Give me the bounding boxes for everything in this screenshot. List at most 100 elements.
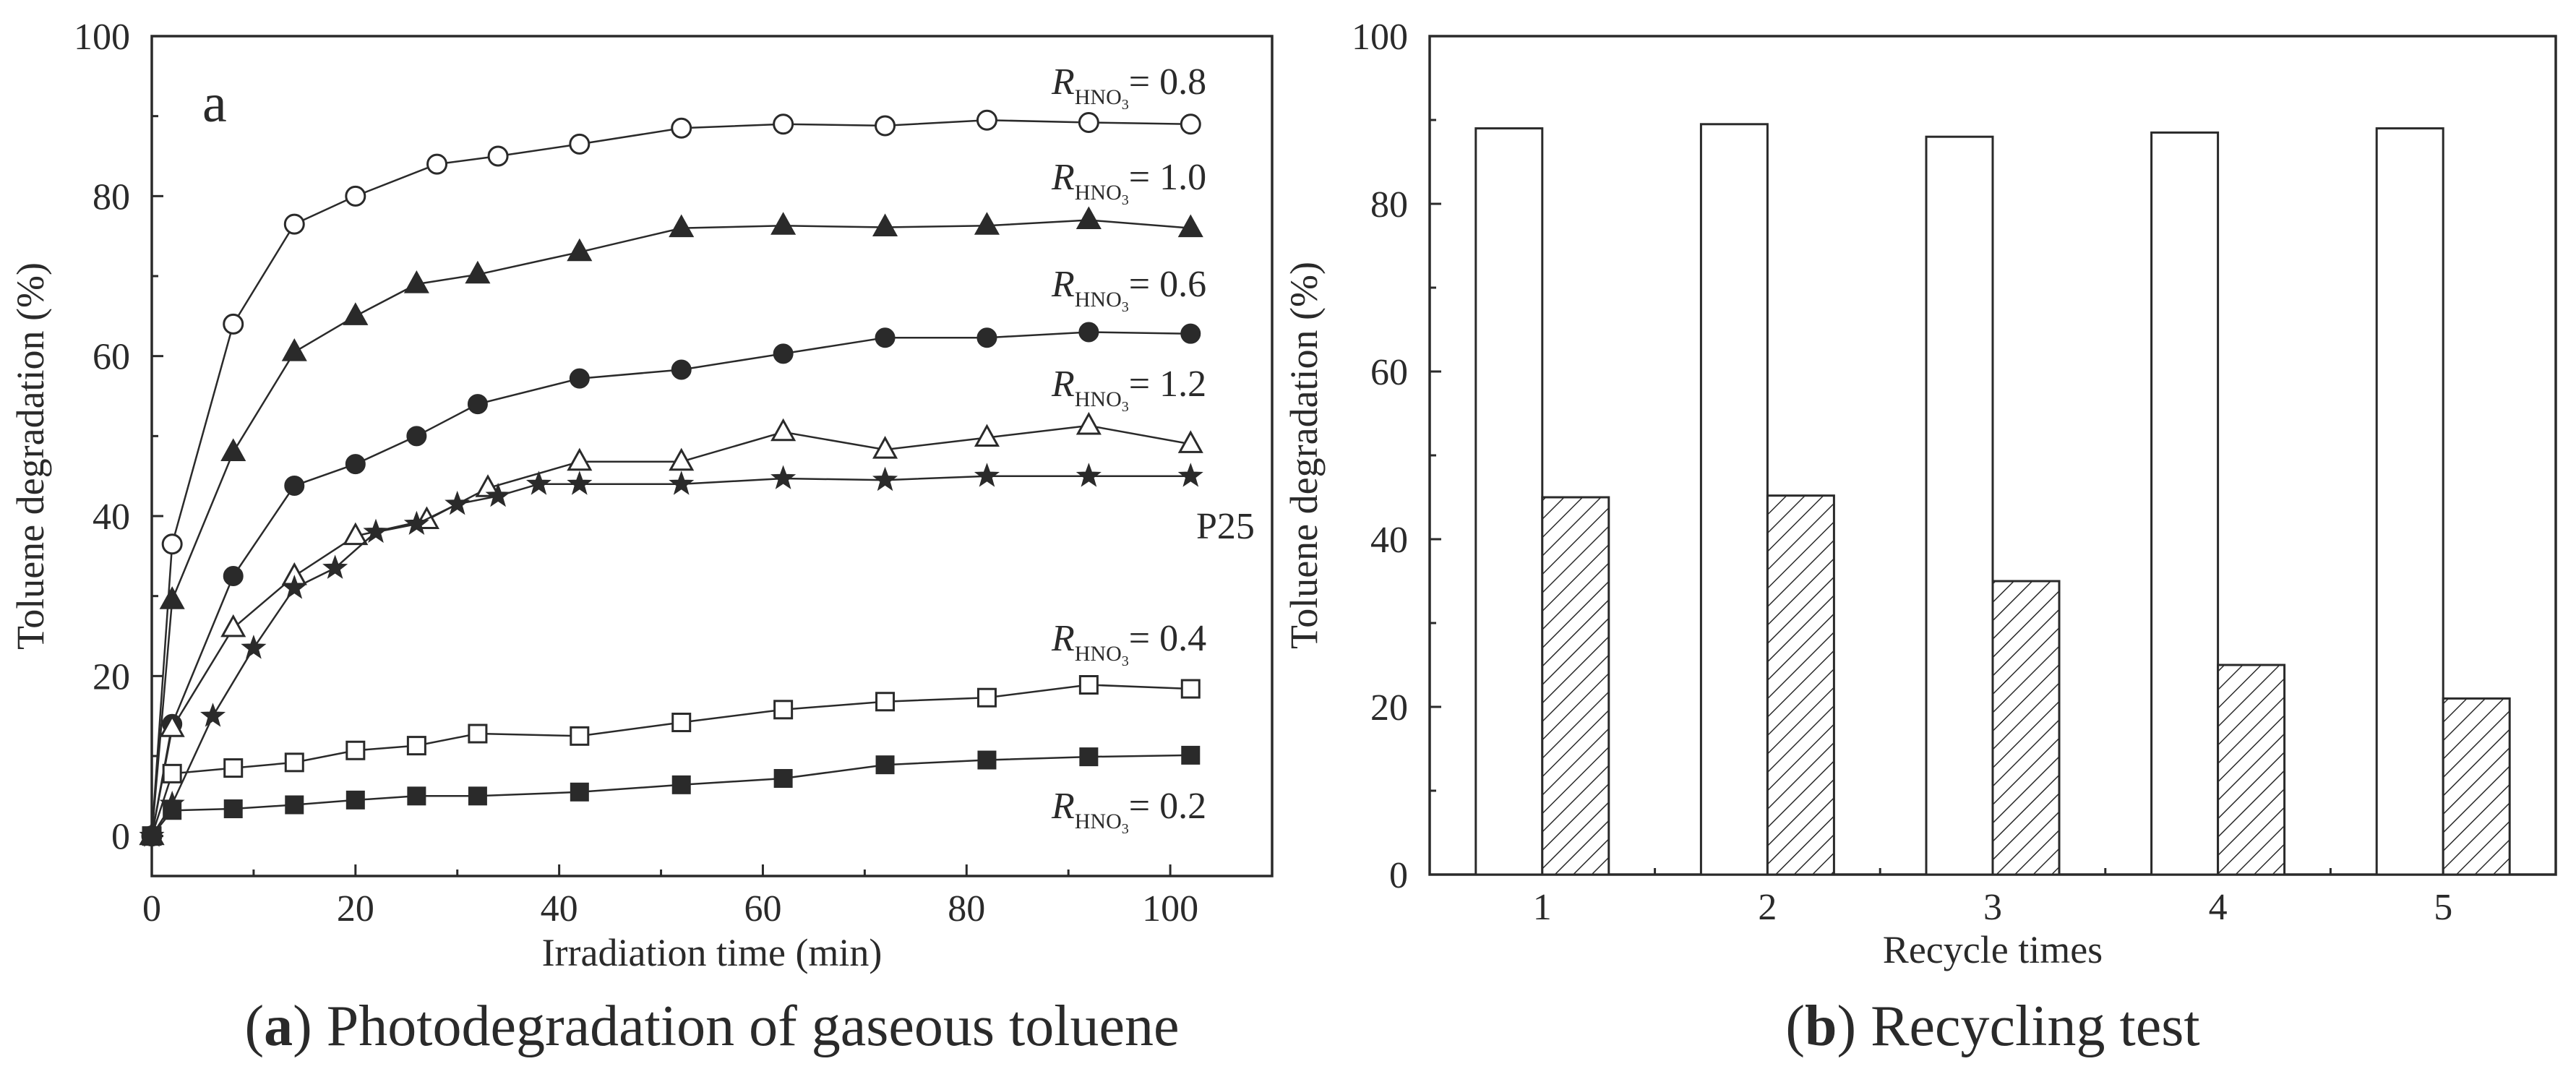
data-point (406, 426, 427, 447)
data-point (487, 145, 509, 167)
data-point (567, 238, 593, 262)
caption-a: (a) Photodegradation of gaseous toluene (244, 995, 1179, 1058)
data-point (345, 740, 366, 760)
data-point (465, 260, 491, 284)
series-line (150, 424, 1191, 836)
open-bar (1925, 135, 1994, 876)
data-point (976, 109, 997, 131)
panel-b-bar-chart: 0 20 40 60 80 100 1 2 3 4 5 Recycle times Toluene … (1282, 17, 2557, 971)
data-point (281, 575, 307, 599)
panel-a-x-tick-label: 60 (744, 888, 781, 929)
data-point (159, 586, 185, 609)
hatched-bar (2442, 697, 2511, 876)
panel-a-axis-ticks: 0 20 40 60 80 100 0 20 40 60 80 100 (74, 17, 1198, 929)
hatched-bar (1766, 494, 1835, 876)
series-line (151, 754, 1191, 837)
data-point (345, 185, 366, 207)
data-point (669, 214, 695, 238)
panel-b-x-tick-label: 5 (2434, 887, 2452, 928)
data-point (567, 471, 593, 495)
data-point (200, 703, 226, 727)
data-point (567, 447, 593, 471)
series-line (150, 219, 1191, 836)
data-point (159, 714, 185, 737)
panel-b-y-tick-label: 60 (1370, 352, 1408, 393)
data-point (770, 465, 797, 489)
panel-b-y-tick-label: 40 (1370, 520, 1408, 561)
series-label: RHNO3= 0.8 (1051, 61, 1206, 113)
panel-b-y-tick-label: 80 (1370, 184, 1408, 226)
panel-b-x-tick-label: 4 (2209, 887, 2228, 928)
data-point (872, 466, 898, 491)
data-point (220, 614, 246, 637)
series-line (150, 684, 1191, 837)
data-point (343, 302, 369, 325)
panel-b-axis-ticks: 0 20 40 60 80 100 1 2 3 4 5 (1352, 17, 2452, 928)
data-point (872, 213, 898, 236)
data-point (468, 724, 488, 744)
data-point (770, 212, 797, 235)
data-point (162, 763, 182, 783)
panel-a-x-tick-label: 100 (1142, 888, 1198, 929)
data-point (976, 687, 997, 708)
panel-a-x-axis-label: Irradiation time (min) (542, 931, 883, 974)
data-point (671, 359, 692, 380)
panel-a-y-tick-label: 40 (93, 497, 130, 538)
series-3 (139, 411, 1203, 846)
series-1 (139, 206, 1203, 846)
data-point (1177, 214, 1203, 238)
data-point (403, 510, 429, 535)
data-point (569, 133, 591, 155)
data-point (445, 490, 471, 515)
data-point (773, 113, 794, 135)
data-point (142, 826, 161, 846)
data-point (485, 482, 511, 507)
hatched-bar (1991, 580, 2061, 876)
series-label: RHNO3= 0.2 (1051, 786, 1206, 837)
data-point (345, 790, 365, 810)
data-point (773, 768, 793, 788)
caption-a-text: Photodegradation of gaseous toluene (327, 995, 1180, 1058)
data-point (974, 212, 1000, 235)
panel-b-y-axis-label: Toluene degradation (%) (1282, 262, 1326, 649)
panel-b-x-tick-label: 1 (1533, 887, 1552, 928)
data-point (1076, 411, 1102, 435)
series-label: RHNO3= 1.2 (1051, 364, 1206, 415)
data-point (570, 782, 589, 802)
data-point (977, 750, 997, 770)
data-point (406, 736, 426, 756)
panel-a-x-tick-label: 40 (541, 888, 578, 929)
open-bar (2375, 127, 2444, 876)
data-point (1078, 322, 1099, 343)
data-point (671, 775, 691, 794)
data-point (525, 471, 551, 495)
open-bar (1474, 127, 1544, 876)
series-6 (142, 745, 1201, 846)
panel-b-bars-group (1474, 123, 2511, 876)
data-point (1079, 747, 1099, 767)
caption-b-text: Recycling test (1871, 995, 2199, 1058)
data-point (875, 755, 895, 775)
caption-b: (b) Recycling test (1785, 995, 2199, 1058)
series-line (150, 119, 1191, 836)
panel-a-y-axis-label: Toluene degradation (%) (9, 262, 52, 650)
panel-a-series-group (139, 109, 1203, 847)
data-point (281, 338, 307, 361)
data-point (283, 213, 305, 235)
data-point (976, 327, 997, 348)
series-label: RHNO3= 1.0 (1051, 157, 1206, 208)
data-point (220, 438, 246, 461)
data-point (223, 313, 244, 335)
data-point (223, 566, 244, 586)
data-point (1177, 463, 1203, 487)
data-point (1180, 679, 1201, 699)
data-point (161, 533, 183, 555)
data-point (569, 368, 590, 389)
data-point (875, 692, 896, 712)
data-point (669, 447, 695, 471)
panel-b-y-tick-label: 20 (1370, 687, 1408, 729)
data-point (467, 394, 488, 415)
